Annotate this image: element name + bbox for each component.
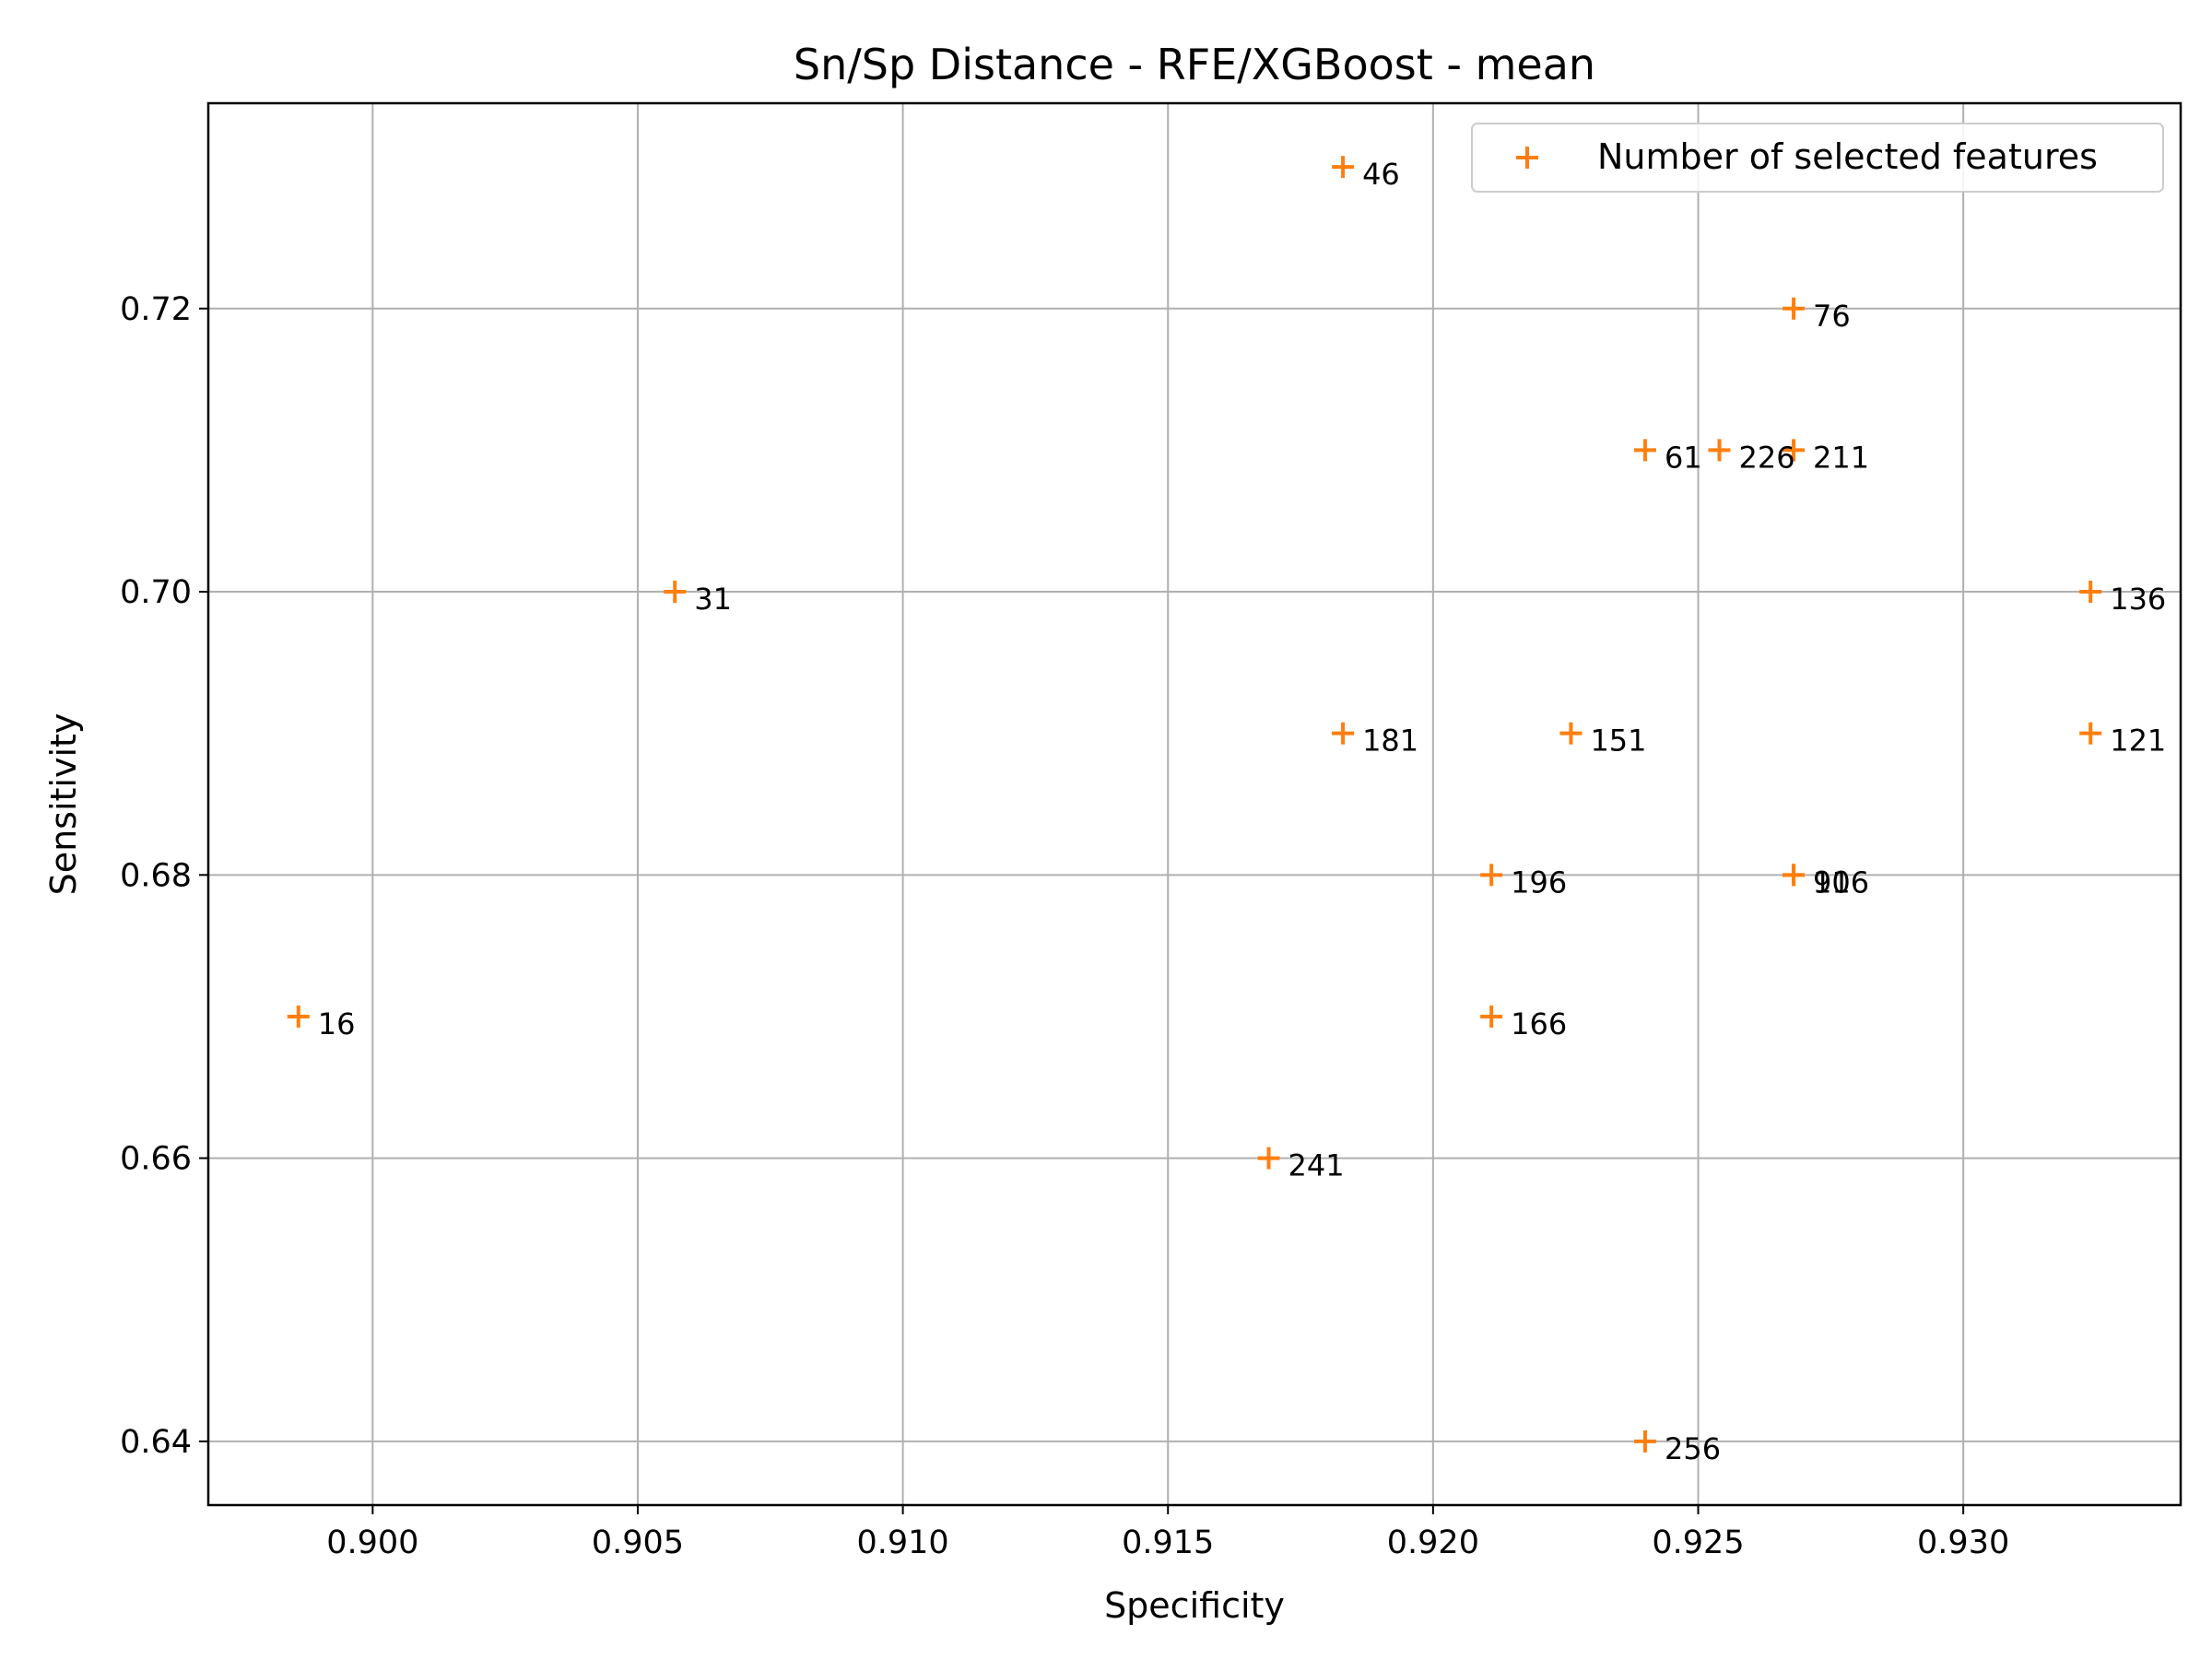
tick-layer: 0.900 0.905 0.910 0.915 0.920 0.925 0.930 0.64 0…: [120, 291, 2009, 1561]
data-point-label: 16: [318, 1006, 356, 1041]
data-point-marker: [1783, 439, 1806, 462]
data-point-label: 106: [1813, 865, 1869, 900]
chart-title: Sn/Sp Distance - RFE/XGBoost - mean: [794, 40, 1595, 89]
y-tick-label: 0.66: [120, 1141, 192, 1178]
plot-frame: [206, 101, 2183, 1507]
x-tick-label: 0.915: [1122, 1524, 1214, 1561]
x-tick-label: 0.930: [1917, 1524, 2009, 1561]
data-point-marker: [287, 1005, 310, 1028]
data-point-label: 166: [1511, 1006, 1567, 1041]
y-tick-label: 0.68: [120, 857, 192, 894]
data-point-label: 196: [1511, 865, 1567, 900]
data-point-marker: [1332, 156, 1355, 179]
y-tick-label: 0.64: [120, 1424, 192, 1461]
legend-marker: [1516, 147, 1538, 169]
data-point-marker: [1783, 864, 1806, 887]
data-point-label: 46: [1362, 157, 1400, 192]
y-axis-title: Sensitivity: [43, 713, 84, 896]
x-tick-label: 0.920: [1387, 1524, 1479, 1561]
data-point-marker: [664, 581, 687, 604]
data-point-label: 121: [2110, 724, 2166, 759]
data-point-marker: [1480, 864, 1503, 887]
legend-marker-icon: [1516, 147, 1538, 169]
data-point-label: 61: [1665, 440, 1702, 475]
data-point-marker: [2079, 581, 2102, 604]
data-point-label: 76: [1813, 299, 1851, 334]
legend: Number of selected features: [1471, 123, 2164, 193]
data-point-label: 91: [1813, 865, 1851, 900]
data-point-marker: [1559, 722, 1583, 745]
data-point-marker: [1480, 1005, 1503, 1028]
x-axis-title: Specificity: [1104, 1585, 1285, 1626]
data-point-label: 151: [1590, 724, 1646, 759]
data-point-marker: [2079, 722, 2102, 745]
grid-layer: [208, 103, 2181, 1505]
data-point-label: 241: [1288, 1148, 1345, 1183]
data-point-label: 136: [2110, 582, 2166, 617]
data-point-label: 226: [1739, 440, 1795, 475]
x-tick-label: 0.900: [326, 1524, 418, 1561]
x-tick-label: 0.905: [592, 1524, 684, 1561]
data-point-label: 256: [1665, 1431, 1721, 1466]
data-point-marker: [1332, 722, 1355, 745]
data-point-marker: [1257, 1147, 1280, 1170]
x-tick-label: 0.910: [857, 1524, 949, 1561]
data-point-marker: [1633, 1430, 1656, 1453]
y-tick-label: 0.70: [120, 574, 192, 611]
legend-box: [1471, 123, 2164, 193]
data-point-label: 181: [1362, 724, 1418, 759]
data-point-marker: [1633, 439, 1656, 462]
data-point-label: 211: [1813, 440, 1869, 475]
x-tick-label: 0.925: [1652, 1524, 1744, 1561]
legend-label: Number of selected features: [1597, 136, 2098, 177]
data-point-label: 31: [694, 582, 732, 617]
y-tick-label: 0.72: [120, 291, 192, 328]
data-point-marker: [1708, 439, 1731, 462]
data-point-marker: [1783, 297, 1806, 320]
